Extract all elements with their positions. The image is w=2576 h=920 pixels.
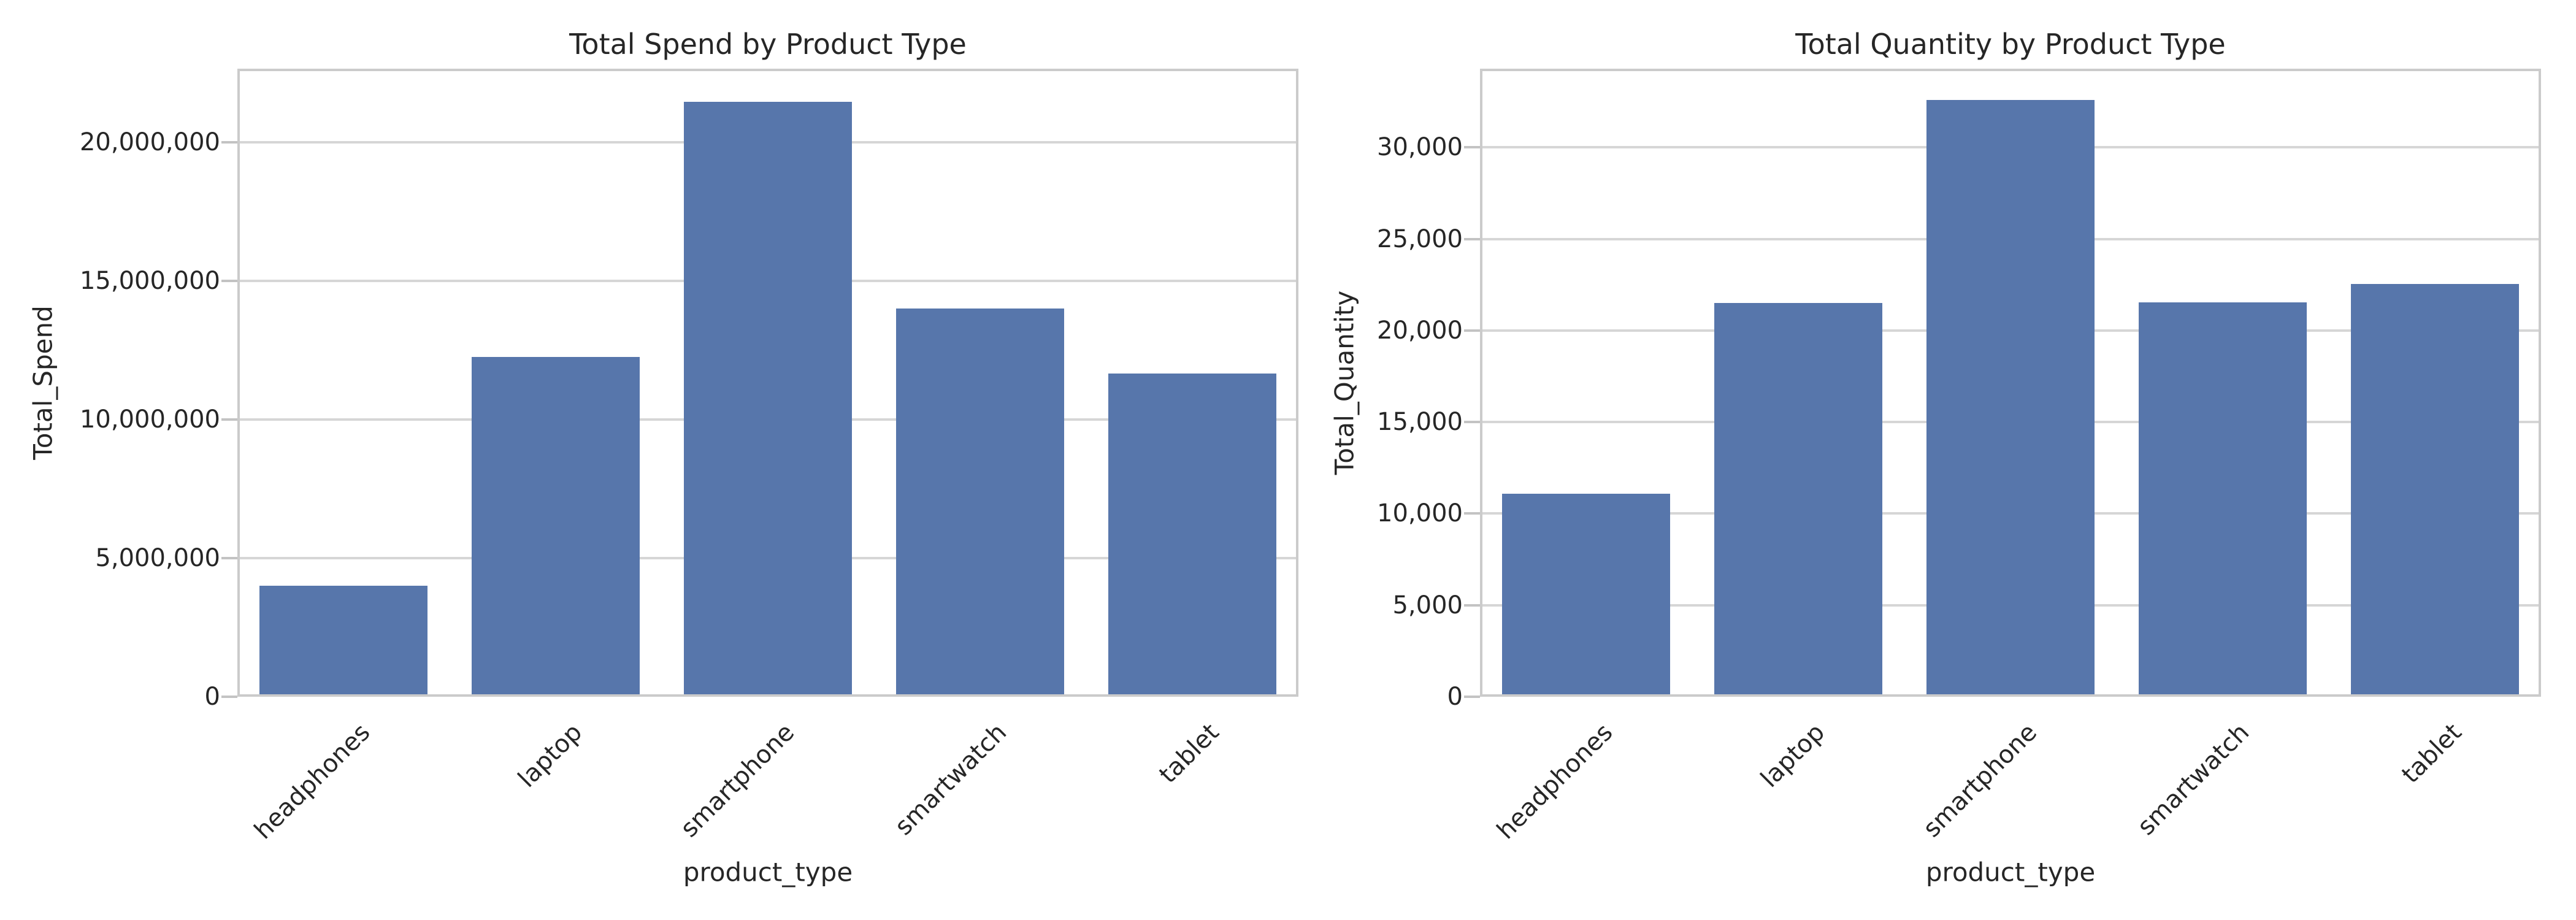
x-tick-label-smartphone: smartphone [1918, 718, 2043, 843]
y-tick-label: 10,000,000 [79, 405, 220, 434]
bar-smartphone [684, 102, 852, 697]
y-tick-mark [1464, 146, 1480, 149]
x-tick-label-tablet: tablet [2396, 718, 2467, 789]
bar-laptop [1714, 303, 1882, 697]
bar-headphones [1502, 493, 1670, 697]
y-tick-label: 15,000,000 [79, 266, 220, 295]
y-tick-label: 30,000 [1377, 133, 1463, 162]
x-axis-label: product_type [1925, 857, 2096, 887]
y-tick-label: 15,000 [1377, 408, 1463, 437]
bar-laptop [472, 357, 640, 697]
y-tick-label: 5,000,000 [95, 543, 220, 572]
y-tick-mark [1464, 696, 1480, 698]
x-tick-label-laptop: laptop [513, 718, 588, 794]
bar-tablet [1108, 374, 1276, 697]
y-tick-mark [221, 556, 237, 559]
bar-smartwatch [896, 309, 1064, 697]
bar-smartphone [1926, 99, 2095, 697]
y-tick-mark [1464, 237, 1480, 240]
y-tick-mark [221, 279, 237, 282]
chart-title: Total Spend by Product Type [569, 28, 967, 61]
y-tick-mark [1464, 421, 1480, 424]
y-tick-mark [221, 140, 237, 144]
y-tick-label: 10,000 [1377, 499, 1463, 528]
x-tick-label-smartphone: smartphone [675, 718, 800, 843]
y-tick-label: 0 [204, 683, 220, 711]
y-tick-mark [1464, 512, 1480, 515]
plot-area [237, 69, 1298, 697]
y-tick-mark [221, 696, 237, 698]
x-tick-label-headphones: headphones [249, 718, 376, 845]
bar-tablet [2351, 283, 2519, 697]
x-axis-label: product_type [683, 857, 853, 887]
plot-area [1480, 69, 2541, 697]
y-tick-label: 20,000 [1377, 316, 1463, 345]
y-tick-mark [1464, 604, 1480, 607]
y-tick-label: 25,000 [1377, 224, 1463, 253]
chart-title: Total Quantity by Product Type [1795, 28, 2226, 61]
y-axis-label: Total_Spend [28, 305, 58, 460]
y-tick-label: 0 [1447, 683, 1463, 711]
x-tick-label-smartwatch: smartwatch [889, 718, 1013, 841]
y-tick-label: 5,000 [1392, 591, 1463, 619]
y-axis-label: Total_Quantity [1329, 290, 1360, 475]
x-tick-label-smartwatch: smartwatch [2132, 718, 2255, 841]
y-tick-label: 20,000,000 [79, 128, 220, 156]
x-tick-label-tablet: tablet [1154, 718, 1225, 789]
x-tick-label-laptop: laptop [1755, 718, 1831, 794]
bar-smartwatch [2139, 302, 2307, 697]
bar-headphones [259, 586, 427, 697]
x-tick-label-headphones: headphones [1492, 718, 1619, 845]
y-tick-mark [221, 418, 237, 421]
y-tick-mark [1464, 329, 1480, 332]
